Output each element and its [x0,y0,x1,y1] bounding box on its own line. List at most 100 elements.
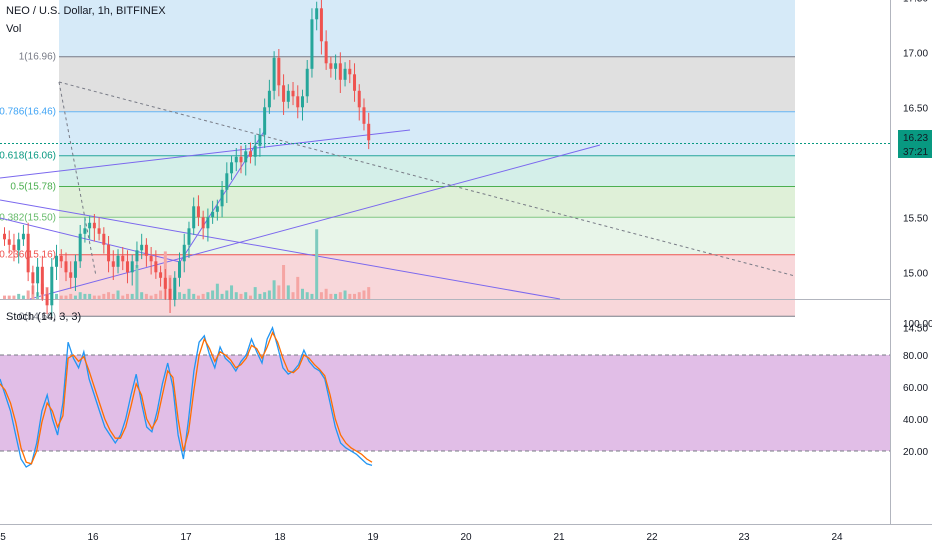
candle-body [286,90,290,102]
volume-bar [230,285,234,299]
price-candle [248,142,252,164]
price-candle [206,208,210,242]
time-tick-label: 18 [274,532,286,543]
candle-body [291,90,295,97]
candle-body [319,8,323,42]
volume-bar [17,293,21,299]
volume-bar [201,293,205,299]
candle-body [78,233,82,262]
volume-bar [144,293,148,299]
candle-body [116,255,120,267]
price-candle [154,250,158,279]
volume-bar [334,293,338,299]
time-tick-label: 22 [646,532,658,543]
candle-body [125,261,129,273]
volume-bar [116,290,120,299]
candle-body [272,57,276,91]
candle-body [258,134,262,146]
price-candle [230,155,234,180]
price-candle [178,252,182,287]
volume-bar [296,276,300,299]
volume-bar [353,293,357,299]
price-candle [88,216,92,240]
volume-bar [338,292,342,299]
volume-bar [140,292,144,299]
volume-bar [244,292,248,299]
candle-body [21,233,25,240]
volume-bar [182,293,186,299]
volume-bar [348,293,352,299]
candle-body [173,277,177,300]
candle-body [178,261,182,278]
fib-level-label: 0.382(15.50) [0,212,56,223]
price-candle [7,230,11,254]
price-candle [300,89,304,121]
fib-level-label: 1(16.96) [19,52,56,63]
stoch-tick-label: 20.00 [903,447,928,458]
volume-bar [300,288,304,299]
price-candle [267,79,271,114]
fib-zone [59,254,795,317]
stoch-tick-label: 40.00 [903,415,928,426]
price-candle [244,144,248,176]
countdown-tag [898,144,932,158]
fib-trend-line [58,81,97,277]
candle-body [367,123,371,141]
candle-body [17,239,21,251]
price-candle [291,82,295,106]
candle-body [69,272,73,278]
volume-bar [12,295,16,299]
time-tick-label: 23 [738,532,750,543]
candle-body [55,255,59,267]
price-candle [125,250,129,284]
price-candle [310,8,314,78]
price-candle [83,217,87,243]
volume-bar [324,288,328,299]
candle-body [88,222,92,229]
price-candle [168,277,172,313]
price-candle [78,225,82,268]
price-tick-label: 17.00 [903,48,928,59]
candle-body [140,244,144,251]
price-candle [253,134,257,166]
price-candle [12,233,16,262]
price-candle [40,255,44,301]
price-candle [362,98,366,131]
candle-body [244,151,248,163]
price-candle [315,1,319,31]
price-candle [116,249,120,274]
price-tick-label: 16.50 [903,103,928,114]
candle-body [234,156,238,163]
volume-bar [196,295,200,299]
price-candle [282,74,286,115]
candle-body [102,233,106,245]
volume-bar [211,290,215,299]
volume-bar [73,295,77,299]
price-candle [149,247,153,275]
fib-level-label: 0.786(16.46) [0,107,56,118]
candle-body [206,217,210,229]
candle-body [163,277,167,289]
volume-bar [121,295,125,299]
volume-bar [187,288,191,299]
volume-bar [253,287,257,299]
volume-bar [225,290,229,299]
volume-indicator-label[interactable]: Vol [6,23,22,35]
volume-bar [149,295,153,299]
price-candle [159,265,163,287]
symbol-title[interactable]: NEO / U.S. Dollar, 1h, BITFINEX [6,5,166,17]
countdown-value: 37:21 [903,147,928,158]
stochastic-indicator-label[interactable]: Stoch (14, 3, 3) [6,311,82,323]
price-candle [324,30,328,70]
candle-body [26,233,30,273]
volume-bar [59,295,63,299]
volume-bar [248,295,252,299]
candle-body [296,96,300,108]
volume-bar [357,292,361,299]
stoch-band [0,355,890,451]
current-price-value: 16.23 [903,133,928,144]
volume-bar [305,292,309,299]
candle-body [144,244,148,256]
